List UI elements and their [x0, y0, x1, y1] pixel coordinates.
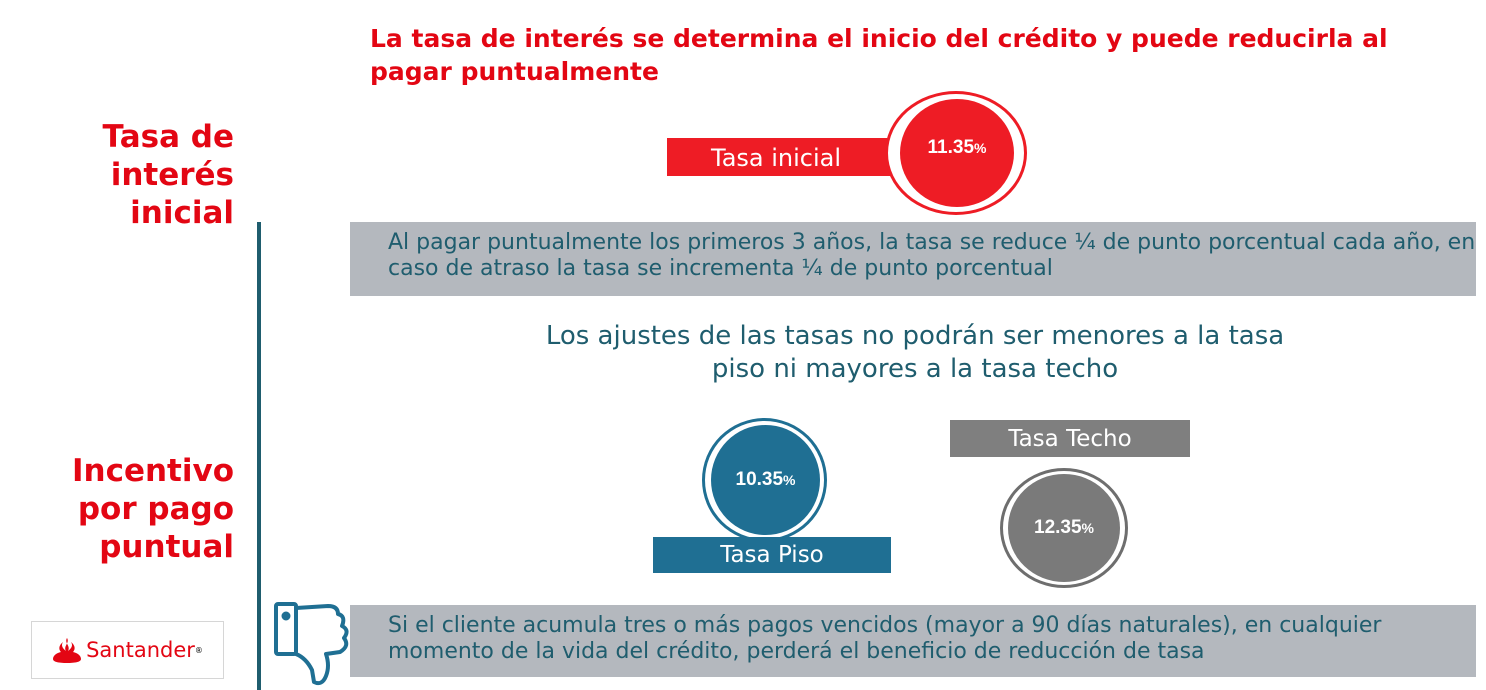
ceiling-rate-value: 12.35	[1034, 517, 1082, 538]
info-band-penalty: Si el cliente acumula tres o más pagos v…	[350, 605, 1476, 677]
floor-rate-value: 10.35	[735, 469, 784, 490]
santander-logo-registered: ®	[194, 645, 203, 655]
info-band-reduction: Al pagar puntualmente los primeros 3 año…	[350, 222, 1476, 296]
headline: La tasa de interés se determina el inici…	[370, 24, 1388, 86]
ceiling-rate-circle: 12.35%	[1008, 474, 1120, 582]
santander-logo-text: Santander	[86, 638, 195, 662]
floor-rate-unit: %	[783, 472, 796, 488]
info-band-reduction-text: Al pagar puntualmente los primeros 3 año…	[388, 230, 1476, 281]
limits-text: Los ajustes de las tasas no podrán ser m…	[540, 320, 1290, 386]
initial-rate-label: Tasa inicial	[711, 144, 842, 172]
info-band-penalty-text: Si el cliente acumula tres o más pagos v…	[388, 613, 1382, 664]
section-title-initial-rate-text: Tasa de interés inicial	[102, 119, 234, 231]
initial-rate-unit: %	[974, 140, 987, 156]
ceiling-rate-label-bar: Tasa Techo	[950, 420, 1190, 457]
floor-rate-label: Tasa Piso	[720, 542, 824, 568]
initial-rate-label-bar: Tasa inicial	[667, 138, 919, 176]
flame-logo-icon	[53, 638, 82, 663]
floor-rate-label-bar: Tasa Piso	[653, 537, 891, 573]
initial-rate-value: 11.35	[927, 137, 975, 158]
ceiling-rate-label: Tasa Techo	[1008, 426, 1132, 452]
initial-rate-circle: 11.35%	[900, 99, 1014, 207]
limits-text-content: Los ajustes de las tasas no podrán ser m…	[545, 321, 1285, 384]
section-title-punctual-payment-text: Incentivo por pago puntual	[71, 453, 234, 565]
santander-logo: Santander ®	[31, 621, 224, 679]
floor-rate-circle: 10.35%	[711, 425, 820, 535]
vertical-divider	[257, 222, 261, 690]
section-title-initial-rate: Tasa de interés inicial	[4, 118, 234, 232]
thumbs-down-icon	[274, 602, 349, 686]
section-title-punctual-payment: Incentivo por pago puntual	[4, 452, 234, 566]
ceiling-rate-unit: %	[1081, 520, 1094, 536]
